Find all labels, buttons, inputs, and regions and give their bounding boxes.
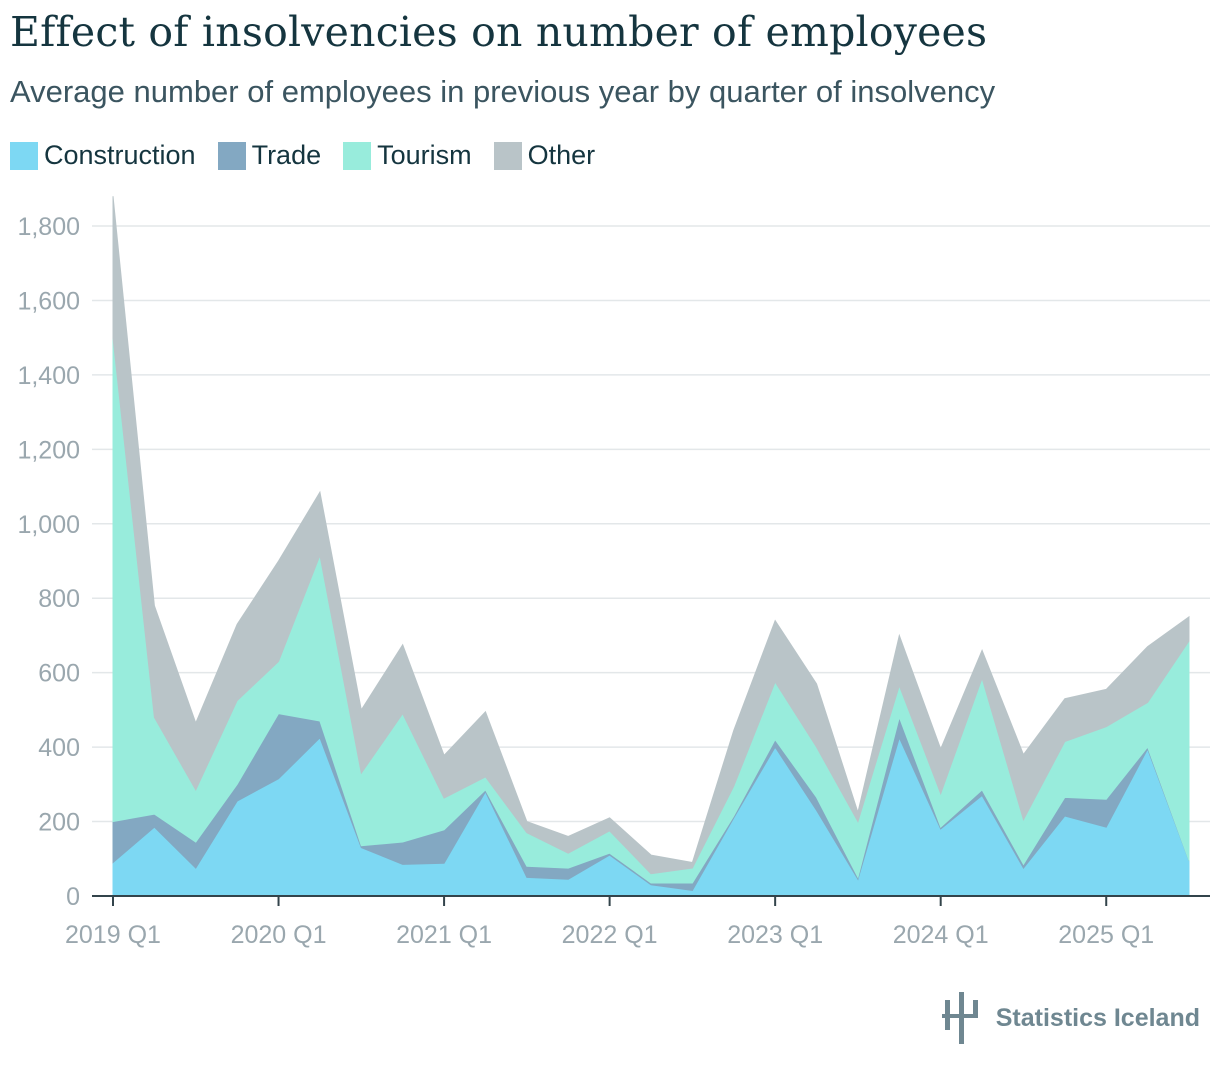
y-tick-label: 0 bbox=[66, 883, 80, 911]
x-tick-label: 2023 Q1 bbox=[727, 921, 823, 949]
y-tick-label: 1,600 bbox=[17, 287, 80, 315]
legend-item-other[interactable]: Other bbox=[493, 140, 596, 171]
y-tick-label: 1,400 bbox=[17, 362, 80, 390]
y-tick-label: 800 bbox=[38, 585, 80, 613]
y-tick-label: 200 bbox=[38, 809, 80, 837]
legend-item-construction[interactable]: Construction bbox=[10, 140, 196, 171]
area-other[interactable] bbox=[112, 196, 1190, 875]
legend-swatch-construction bbox=[10, 141, 38, 170]
legend-swatch-other bbox=[493, 141, 522, 170]
legend-label-other: Other bbox=[527, 140, 596, 170]
legend-label-construction: Construction bbox=[44, 140, 196, 170]
x-tick-label: 2020 Q1 bbox=[231, 921, 327, 949]
y-tick-label: 1,800 bbox=[17, 213, 80, 241]
legend-label-tourism: Tourism bbox=[377, 140, 472, 170]
y-tick-label: 400 bbox=[38, 734, 80, 762]
legend-swatch-tourism bbox=[343, 141, 372, 170]
y-tick-label: 600 bbox=[38, 660, 80, 688]
x-tick-label: 2025 Q1 bbox=[1058, 921, 1154, 949]
statistics-iceland-logo-icon bbox=[941, 992, 978, 1044]
legend-item-tourism[interactable]: Tourism bbox=[343, 140, 472, 171]
x-tick-label: 2019 Q1 bbox=[65, 921, 161, 949]
x-tick-label: 2022 Q1 bbox=[562, 921, 658, 949]
x-tick-label: 2021 Q1 bbox=[396, 921, 492, 949]
y-tick-label: 1,200 bbox=[17, 436, 80, 464]
brand-name: Statistics Iceland bbox=[995, 1003, 1200, 1032]
legend-swatch-trade bbox=[217, 141, 246, 170]
brand-logo: Statistics Iceland bbox=[941, 992, 1200, 1044]
legend: Construction Trade Tourism Other bbox=[10, 140, 617, 171]
stacked-area-chart: 0 200 400 600 800 1,000 1,200 1,400 1,600 1,800 20… bbox=[17, 196, 1210, 949]
y-tick-label: 1,000 bbox=[17, 511, 80, 539]
x-tick-label: 2024 Q1 bbox=[893, 921, 989, 949]
chart-subtitle: Average number of employees in previous … bbox=[10, 74, 996, 109]
legend-label-trade: Trade bbox=[251, 140, 322, 170]
chart-title: Effect of insolvencies on number of empl… bbox=[10, 8, 988, 56]
legend-item-trade[interactable]: Trade bbox=[217, 140, 322, 171]
